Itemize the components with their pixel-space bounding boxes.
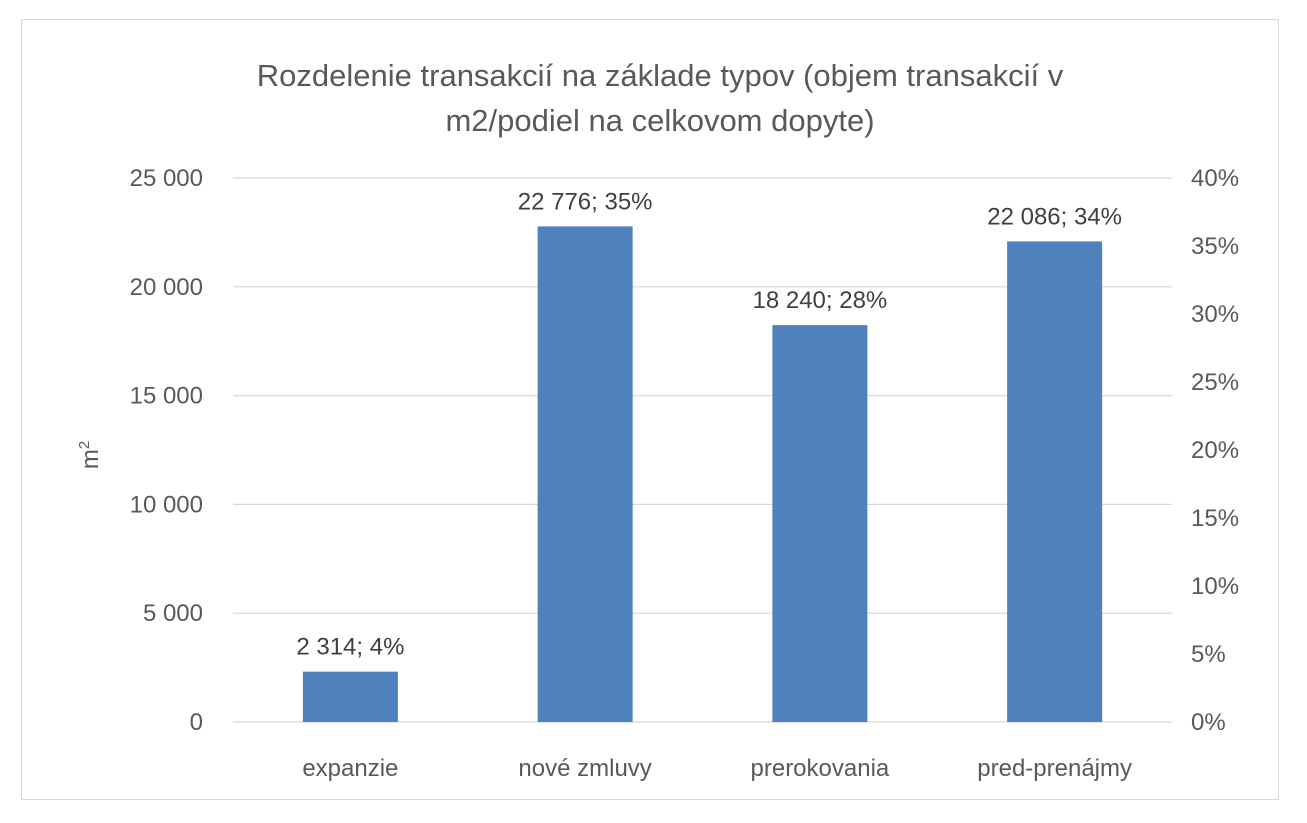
y-tick-label: 25 000: [130, 165, 203, 192]
y2-tick-label: 15%: [1191, 505, 1239, 532]
chart-title-line-2: m2/podiel na celkovom dopyte): [445, 103, 874, 138]
y2-tick-label: 40%: [1191, 165, 1239, 192]
bars: [302, 226, 1103, 723]
y2-tick-label: 20%: [1191, 437, 1239, 464]
bar: [302, 671, 398, 722]
category-label: expanzie: [302, 755, 398, 782]
y-tick-label: 0: [190, 709, 203, 736]
y-axis-right-ticks: 0% 5% 10% 15% 20% 25% 30% 35% 40%: [1191, 165, 1239, 736]
y-axis-label: m2: [76, 441, 104, 469]
data-label: 22 086; 34%: [987, 203, 1122, 230]
data-label: 2 314; 4%: [296, 634, 404, 661]
category-label: pred-prenájmy: [977, 755, 1132, 782]
y2-tick-label: 35%: [1191, 233, 1239, 260]
y2-tick-label: 5%: [1191, 641, 1226, 668]
y-tick-label: 20 000: [130, 274, 203, 301]
y2-tick-label: 10%: [1191, 573, 1239, 600]
data-label: 18 240; 28%: [752, 287, 887, 314]
y-tick-label: 15 000: [130, 383, 203, 410]
y2-tick-label: 0%: [1191, 709, 1226, 736]
y2-tick-label: 30%: [1191, 301, 1239, 328]
y-axis-label-base: m: [77, 449, 104, 469]
category-label: nové zmluvy: [518, 755, 651, 782]
y-axis-label-superscript: 2: [76, 441, 93, 449]
category-labels: expanzie nové zmluvy prerokovania pred-pren…: [302, 755, 1132, 782]
category-label: prerokovania: [751, 755, 890, 782]
y-tick-label: 10 000: [130, 491, 203, 518]
data-label: 22 776; 35%: [518, 188, 653, 215]
bar: [1007, 241, 1103, 723]
bar: [772, 325, 868, 722]
y-tick-label: 5 000: [143, 600, 203, 627]
chart-title-line-1: Rozdelenie transakcií na základe typov (…: [257, 58, 1064, 93]
y2-tick-label: 25%: [1191, 369, 1239, 396]
y-axis-left-ticks: 0 5 000 10 000 15 000 20 000 25 000: [130, 165, 203, 736]
data-labels: 2 314; 4% 22 776; 35% 18 240; 28% 22 086; 3…: [296, 188, 1122, 660]
bar: [537, 226, 633, 723]
